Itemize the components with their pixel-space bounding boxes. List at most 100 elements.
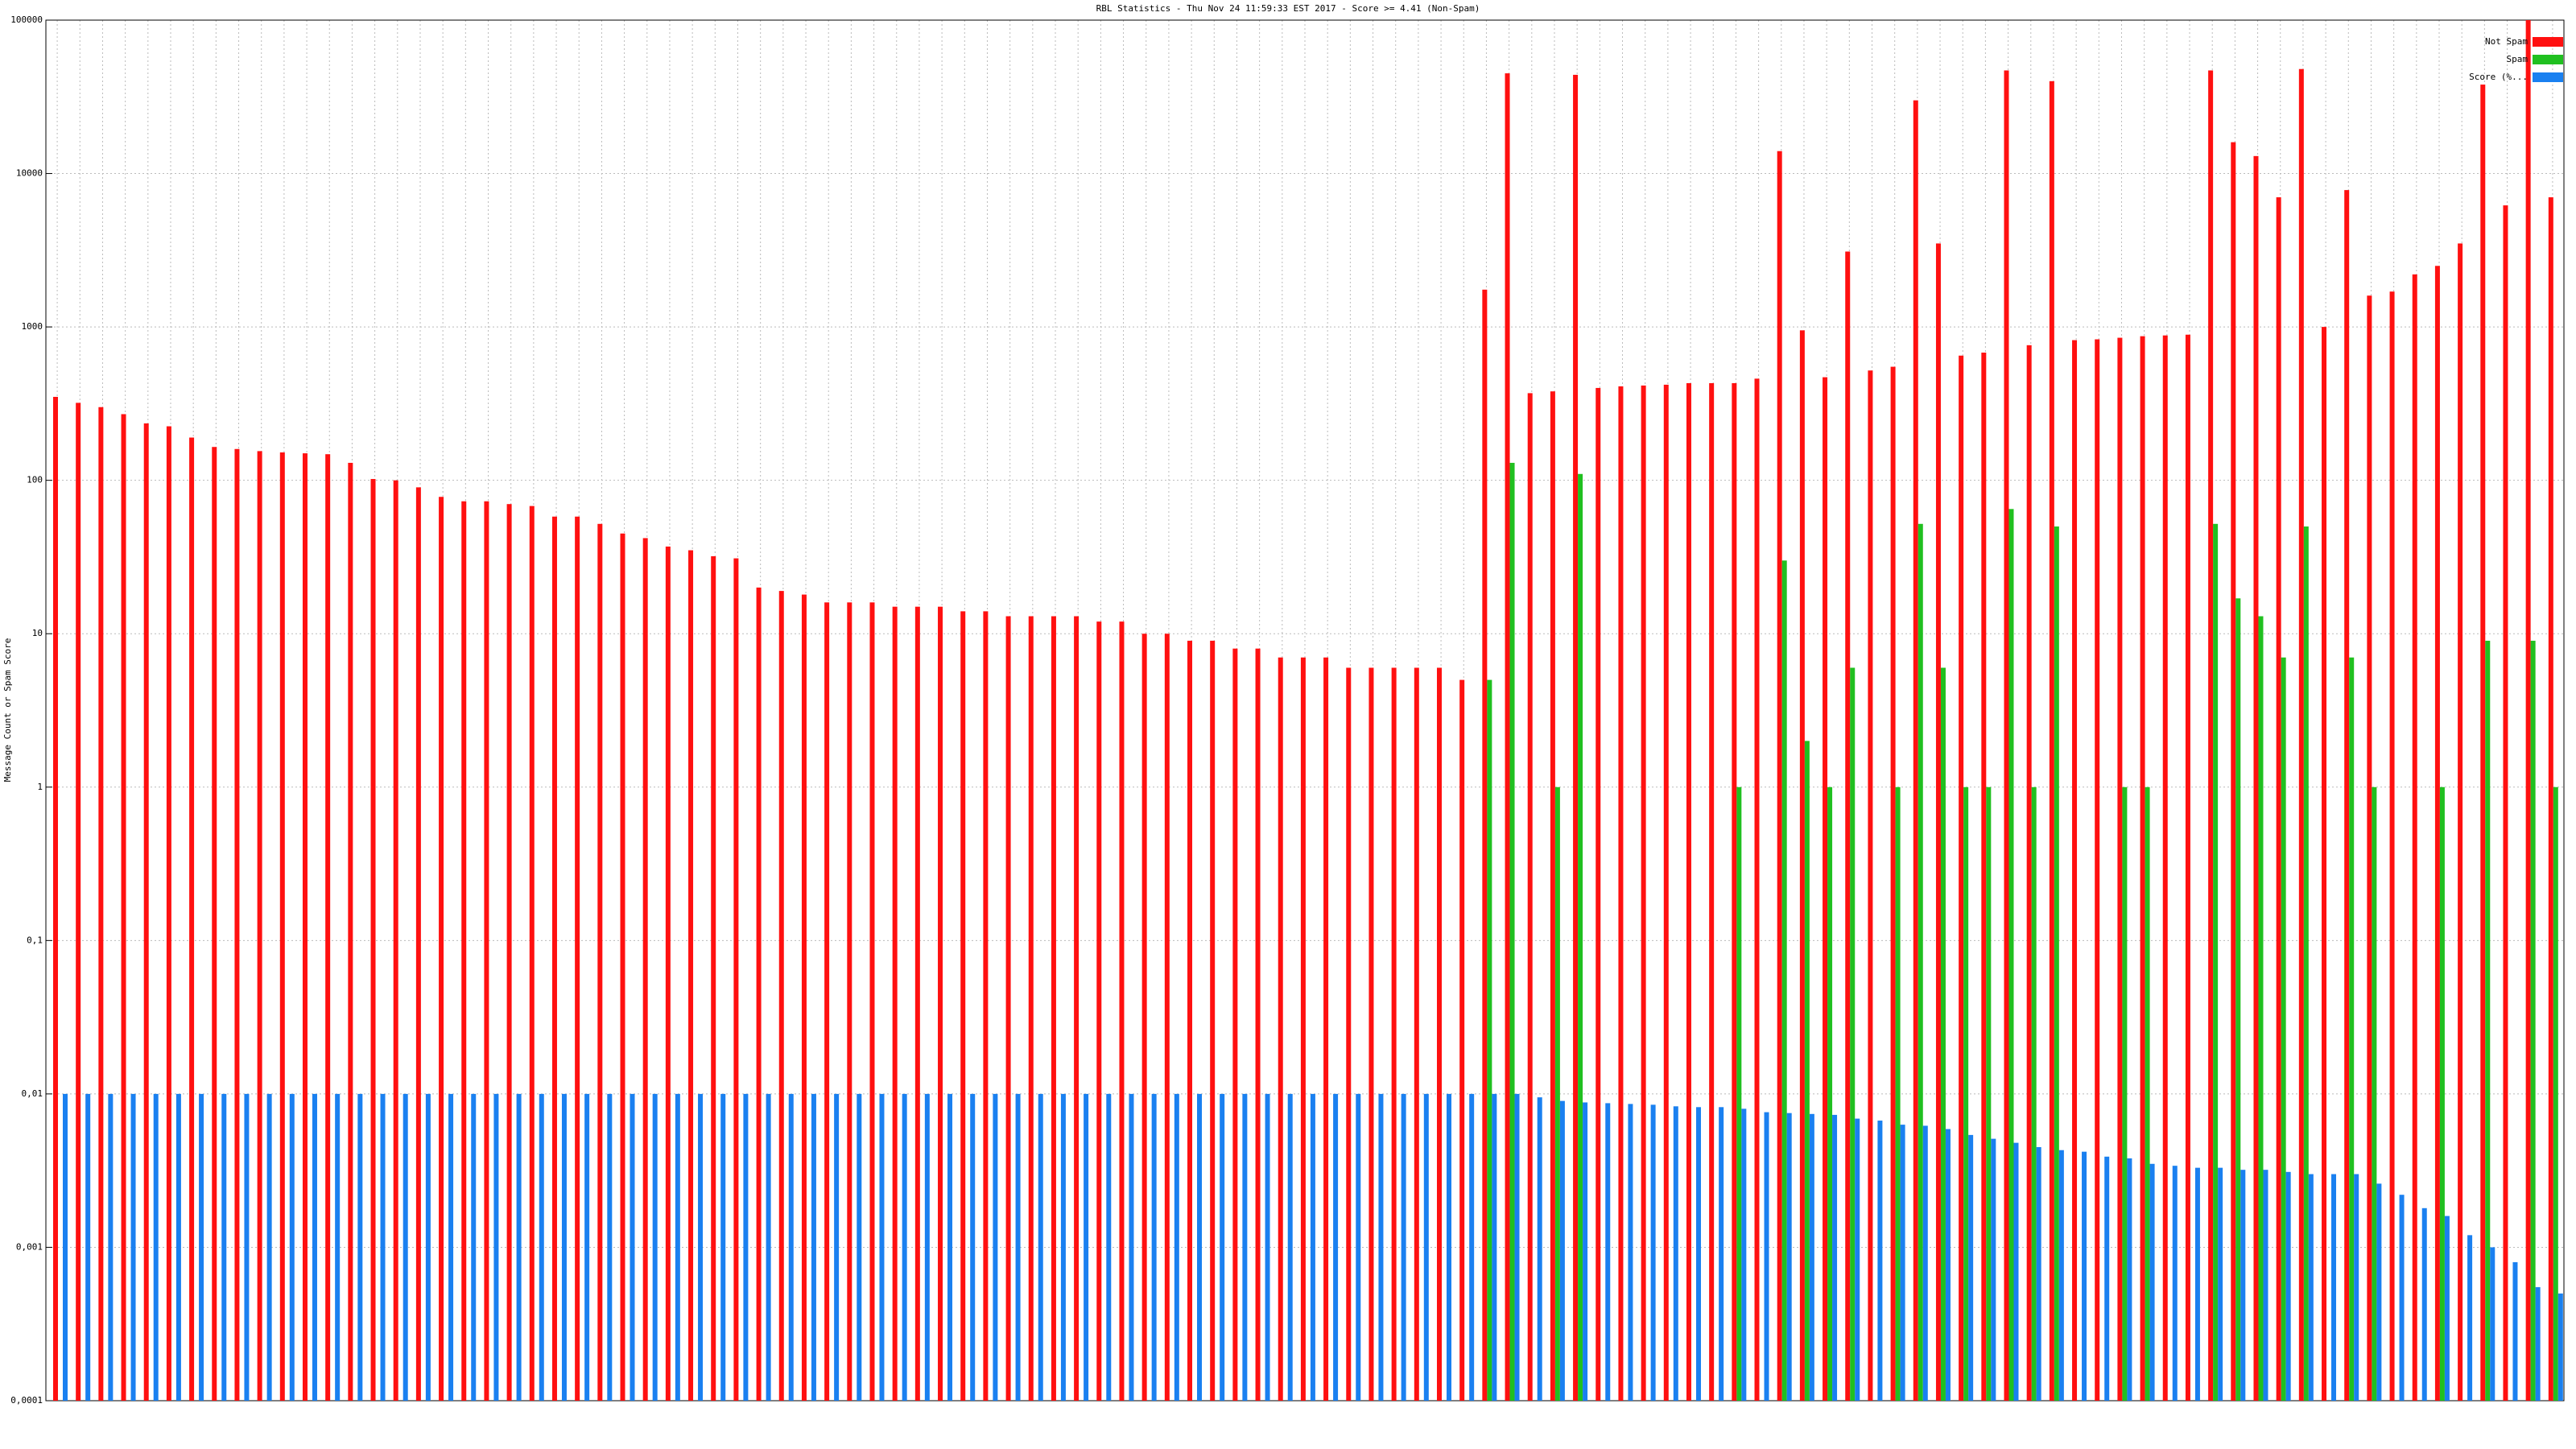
bar: [2503, 205, 2508, 1402]
bar: [175, 1093, 181, 1401]
bar: [1333, 1093, 1339, 1401]
y-axis-label: Message Count or Spam Score: [2, 638, 13, 782]
bar: [1487, 679, 1492, 1401]
bar: [2535, 1286, 2541, 1401]
bar: [2036, 1146, 2041, 1401]
bar: [2104, 1156, 2110, 1401]
legend-swatch: [2533, 37, 2563, 47]
bar: [1981, 353, 1987, 1401]
bar: [2031, 786, 2037, 1401]
bar: [2240, 1170, 2246, 1401]
bar: [2054, 526, 2059, 1402]
bar: [1618, 386, 1624, 1401]
bar: [108, 1093, 114, 1401]
bar: [415, 487, 421, 1401]
bar: [1935, 243, 1941, 1401]
y-tick-label: 0,1: [27, 935, 43, 945]
bar: [2008, 509, 2014, 1401]
bar: [1573, 74, 1579, 1402]
bar: [121, 414, 126, 1401]
bar: [1514, 1093, 1520, 1401]
bar: [2485, 640, 2491, 1401]
bar: [1895, 786, 1901, 1401]
bar: [1436, 667, 1442, 1401]
bar: [1578, 473, 1583, 1401]
bar: [1663, 384, 1669, 1401]
bar: [947, 1093, 953, 1401]
y-tick-label: 1000: [22, 321, 43, 332]
bar: [2444, 1216, 2450, 1401]
bar: [76, 402, 81, 1402]
legend-swatch: [2533, 72, 2563, 82]
y-tick-label: 100000: [10, 14, 43, 25]
bar: [1310, 1093, 1315, 1401]
bar: [1786, 1113, 1792, 1401]
bar: [370, 479, 376, 1401]
bar: [1991, 1138, 1996, 1401]
bar: [1804, 741, 1810, 1401]
bar: [402, 1093, 408, 1401]
bar: [575, 516, 580, 1401]
legend-swatch: [2533, 55, 2563, 64]
bar: [1255, 648, 1261, 1401]
bar: [2172, 1166, 2178, 1401]
bar: [2399, 1195, 2405, 1401]
bar: [199, 1093, 204, 1401]
bar: [892, 606, 898, 1401]
bar: [380, 1093, 386, 1401]
bar: [756, 587, 762, 1401]
bar: [2480, 85, 2486, 1401]
bar: [2285, 1171, 2291, 1401]
y-tick-label: 0,0001: [10, 1395, 43, 1406]
bar: [2162, 335, 2168, 1402]
bar: [642, 538, 648, 1401]
bar: [1537, 1097, 1542, 1401]
bar: [1482, 289, 1488, 1402]
bar: [1754, 378, 1760, 1401]
bar: [824, 602, 830, 1401]
bar: [788, 1093, 794, 1401]
bar: [1015, 1093, 1021, 1401]
y-tick-label: 100: [27, 475, 43, 485]
bar: [2525, 20, 2531, 1401]
bar: [2530, 640, 2536, 1401]
bar: [1855, 1118, 1860, 1401]
bar: [1323, 657, 1329, 1401]
bar: [2208, 70, 2214, 1402]
bar: [1809, 1113, 1814, 1401]
bar: [1509, 462, 1515, 1401]
bar: [711, 555, 716, 1401]
bar: [393, 480, 398, 1401]
legend-label: Not Spam: [2485, 36, 2528, 47]
bar: [960, 611, 966, 1401]
bar: [1051, 616, 1056, 1401]
bar: [869, 602, 875, 1401]
bar: [53, 396, 58, 1402]
bar: [688, 550, 694, 1401]
bar: [2140, 336, 2145, 1402]
bar: [1913, 100, 1918, 1401]
bar: [1968, 1134, 1974, 1401]
bar: [924, 1093, 930, 1401]
bar: [1945, 1129, 1951, 1401]
bar: [461, 501, 467, 1402]
bar: [1164, 634, 1170, 1401]
bar: [2439, 786, 2445, 1401]
bar: [857, 1093, 862, 1401]
bar: [551, 516, 557, 1401]
bar: [1823, 377, 1828, 1401]
bar: [698, 1093, 704, 1401]
bar: [357, 1093, 363, 1401]
bar: [1986, 786, 1992, 1401]
bar: [2367, 295, 2372, 1402]
bar: [1106, 1093, 1112, 1401]
bar: [85, 1093, 91, 1401]
bar: [1220, 1093, 1225, 1401]
bar: [130, 1093, 136, 1401]
bar: [516, 1093, 522, 1401]
bar: [289, 1093, 295, 1401]
bar: [1959, 355, 1964, 1402]
bar: [1492, 1093, 1497, 1401]
bar: [2194, 1167, 2200, 1401]
